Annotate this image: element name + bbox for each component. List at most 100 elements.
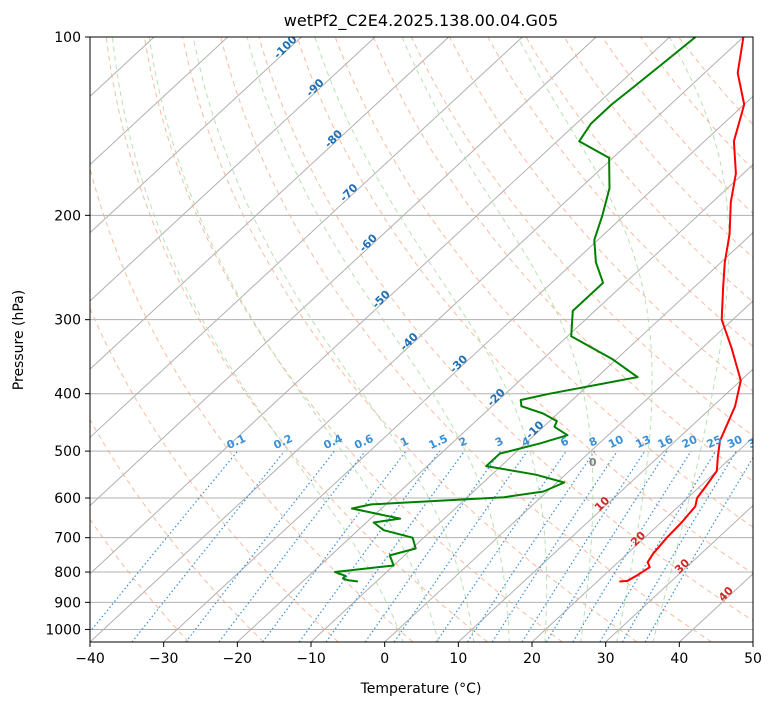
mixing-ratio-line [325, 450, 465, 642]
y-tick-label: 300 [54, 313, 81, 329]
mixing-ratio-label: 20 [680, 433, 700, 451]
dry-adiabat-line [678, 37, 753, 126]
x-tick-label: 40 [670, 651, 688, 667]
dry-adiabat-line [601, 37, 753, 215]
x-tick-label: −20 [223, 651, 253, 667]
x-tick-label: 0 [380, 651, 389, 667]
x-tick-label: 30 [597, 651, 615, 667]
mixing-ratio-line [545, 450, 668, 642]
mixing-ratio-label: 16 [656, 433, 676, 451]
mixing-ratio-label: 30 [725, 433, 745, 451]
isotherm-label: 10 [592, 494, 612, 514]
dry-adiabat-line [182, 37, 638, 642]
mixing-ratio-line [90, 450, 239, 633]
moist-adiabat-line [314, 37, 548, 642]
mixing-ratio-label: 6 [558, 434, 571, 449]
mixing-ratio-line [572, 450, 692, 642]
chart-title: wetPf2_C2E4.2025.138.00.04.G05 [284, 11, 558, 31]
dry-adiabat-line [563, 37, 753, 259]
x-tick-label: −10 [296, 651, 326, 667]
mixing-ratio-label: 8 [587, 434, 599, 449]
isotherm-gridline [90, 37, 671, 575]
isotherm-gridline [605, 504, 753, 642]
mixing-ratio-line [131, 450, 286, 642]
y-tick-label: 800 [54, 565, 81, 581]
isotherm-label: -40 [398, 330, 421, 353]
mixing-ratio-line [599, 450, 717, 642]
isotherm-label: -90 [303, 76, 326, 99]
isotherm-label: 40 [716, 584, 736, 604]
y-tick-label: 900 [54, 595, 81, 611]
x-tick-label: 10 [449, 651, 467, 667]
temperature-profile-line [619, 37, 746, 583]
dewpoint-profile-line [334, 37, 697, 583]
plot-area: 0.1 0.2 0.4 0.6 1 1.5 2 3 4 6 8 10 13 16 20 25 30 36-100-… [0, 37, 766, 642]
mixing-ratio-line [298, 450, 441, 642]
y-tick-label: 200 [54, 208, 81, 224]
isotherm-gridline [752, 641, 753, 642]
mixing-ratio-label: 25 [705, 433, 724, 451]
x-tick-label: 50 [744, 651, 762, 667]
y-tick-label: 500 [54, 444, 81, 460]
isotherm-label: -50 [370, 288, 393, 311]
mixing-ratio-label: 36 [746, 433, 766, 451]
isotherm-gridline [90, 37, 450, 370]
mixing-ratio-line [521, 450, 646, 642]
dry-adiabat-line [525, 37, 753, 303]
mixing-ratio-line [644, 456, 753, 642]
isotherm-gridline [90, 37, 229, 166]
mixing-ratio-line [393, 450, 528, 642]
mixing-ratio-line [435, 450, 567, 642]
y-tick-label: 100 [54, 30, 81, 46]
dry-adiabat-line [90, 518, 190, 642]
moist-adiabat-line [148, 37, 440, 642]
isotherm-label: -20 [485, 386, 508, 409]
y-axis-label: Pressure (hPa) [11, 290, 27, 390]
isotherm-gridline [90, 37, 376, 302]
dry-adiabat-line [372, 37, 753, 482]
isotherm-gridline [90, 37, 744, 642]
dry-adiabat-line [334, 37, 753, 528]
dry-adiabat-line [90, 418, 264, 642]
zero-isotherm-label: 0 [589, 456, 597, 469]
dry-adiabat-line [90, 307, 339, 642]
dry-adiabat-line [640, 37, 753, 170]
mixing-ratio-label: 1 [398, 434, 410, 449]
x-axis-label: Temperature (°C) [360, 681, 482, 697]
isotherm-gridline [0, 37, 7, 642]
x-tick-label: 20 [523, 651, 541, 667]
moist-adiabat-line [111, 37, 404, 642]
mixing-ratio-label: 10 [606, 433, 626, 451]
isotherm-gridline [531, 436, 753, 642]
mixing-ratio-label: 0.2 [271, 432, 294, 452]
dry-adiabat-line [411, 37, 753, 437]
mixing-ratio-line [491, 450, 618, 642]
isotherm-label: -80 [322, 127, 345, 150]
isotherm-gridline [384, 300, 753, 642]
isotherm-gridline [90, 37, 523, 439]
moist-adiabat-line [192, 37, 475, 642]
isotherm-gridline [163, 95, 753, 642]
isotherm-gridline [310, 232, 753, 642]
mixing-ratio-line [218, 450, 366, 642]
isotherm-gridline [457, 368, 753, 642]
mixing-ratio-line [185, 450, 335, 642]
isotherm-label: -30 [447, 352, 470, 375]
mixing-ratio-label: 3 [493, 434, 505, 449]
mixing-ratio-label: 0.1 [225, 432, 248, 452]
x-tick-label: −30 [149, 651, 179, 667]
mixing-ratio-label: 13 [634, 433, 653, 451]
mixing-ratio-line [466, 450, 596, 642]
y-tick-label: 700 [54, 531, 81, 547]
y-tick-label: 1000 [45, 622, 81, 638]
dry-adiabat-line [220, 37, 712, 642]
moist-adiabat-line [401, 37, 594, 642]
axes: −40 −30 −20 −10 0 10 20 30 40 5010020030040050060… [45, 30, 762, 667]
isotherm-gridline [90, 37, 597, 507]
mixing-ratio-label: 2 [457, 434, 469, 449]
moist-adiabat-line [246, 37, 510, 642]
plot-frame [89, 36, 754, 643]
isotherm-gridline [236, 163, 753, 642]
x-tick-label: −40 [75, 651, 105, 667]
